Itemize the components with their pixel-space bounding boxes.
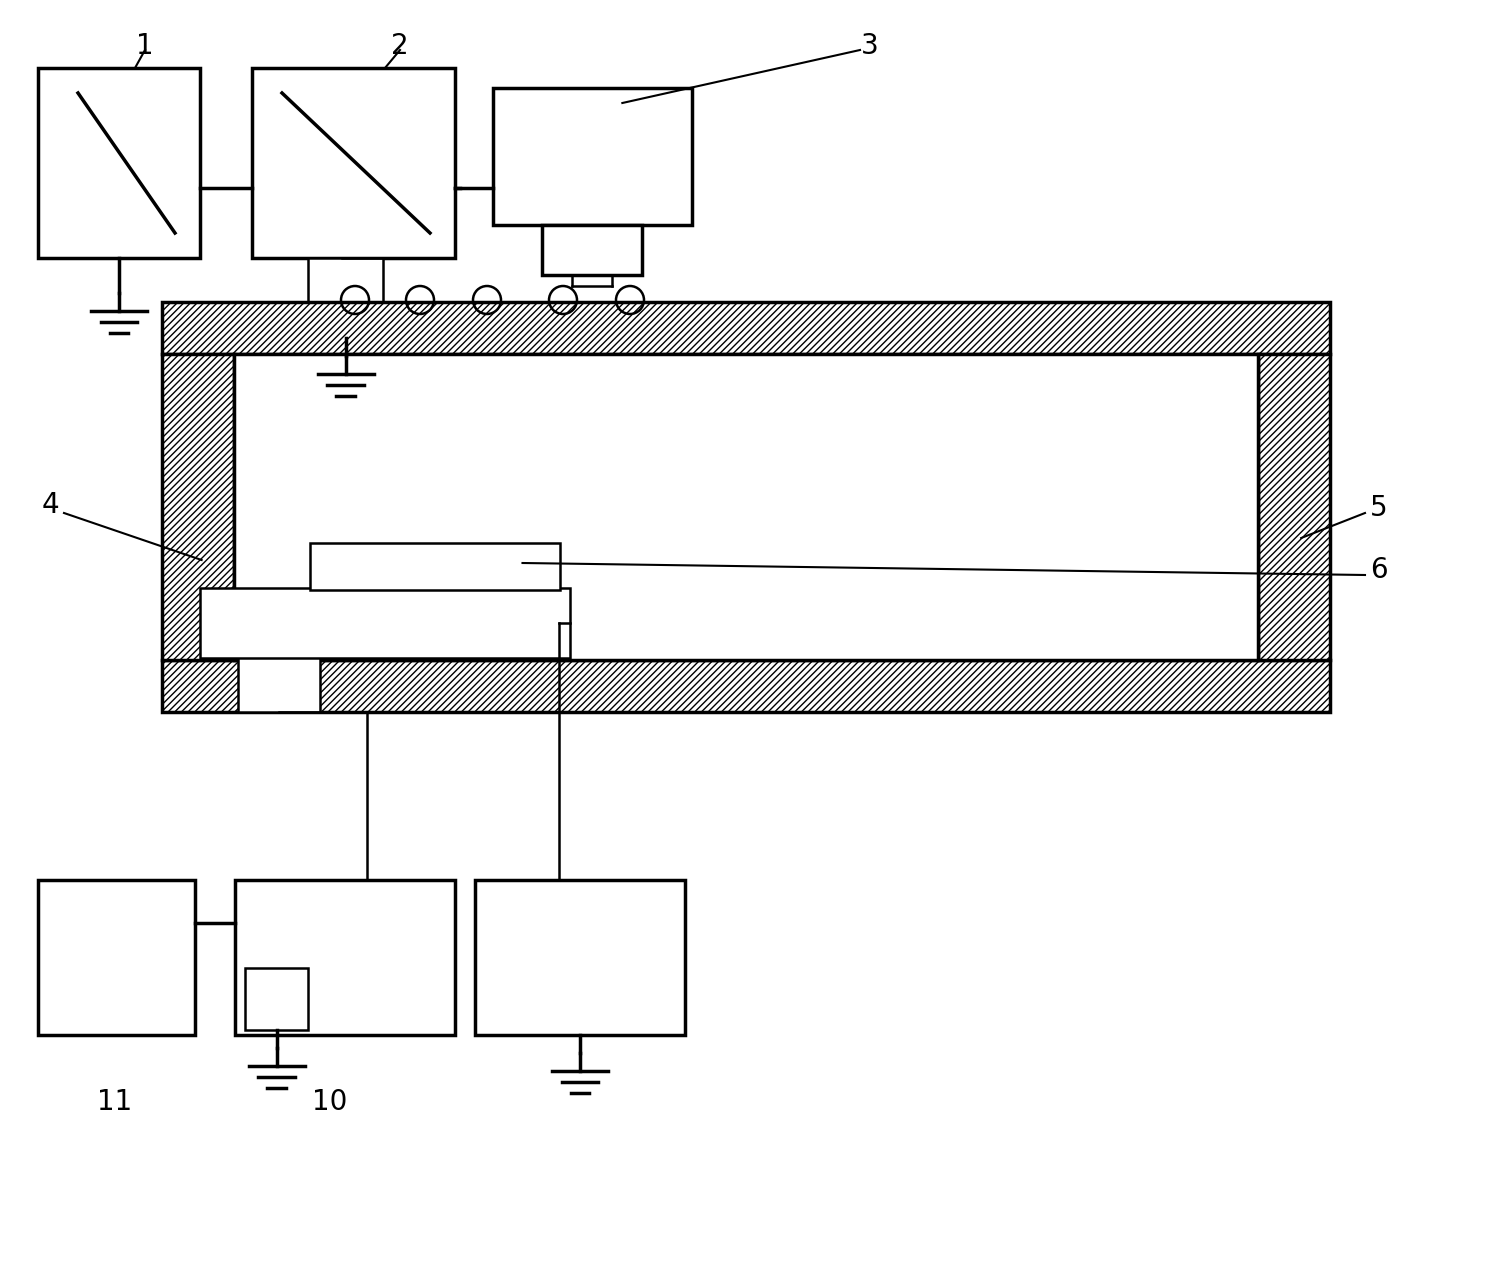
Bar [234, 354, 1258, 660]
Text: 6: 6 [1369, 556, 1387, 585]
Text: 5: 5 [1369, 494, 1387, 522]
Text: 1: 1 [136, 32, 153, 60]
Bar [308, 258, 383, 338]
Bar [162, 354, 234, 660]
Bar [542, 225, 642, 275]
Text: 2: 2 [392, 32, 408, 60]
Text: 11: 11 [97, 1088, 133, 1117]
Bar [1258, 354, 1331, 660]
Bar [310, 544, 560, 590]
Bar [252, 68, 454, 258]
Bar [493, 88, 691, 225]
Bar [39, 68, 200, 258]
Bar [475, 880, 685, 1035]
Bar [39, 880, 195, 1035]
Text: 4: 4 [42, 491, 60, 519]
Bar [162, 660, 1331, 712]
Text: 10: 10 [313, 1088, 347, 1117]
Bar [235, 880, 454, 1035]
Bar [200, 588, 571, 657]
Bar [162, 302, 1331, 354]
Bar [244, 968, 308, 1030]
Bar [238, 656, 320, 712]
Text: 3: 3 [861, 32, 879, 60]
